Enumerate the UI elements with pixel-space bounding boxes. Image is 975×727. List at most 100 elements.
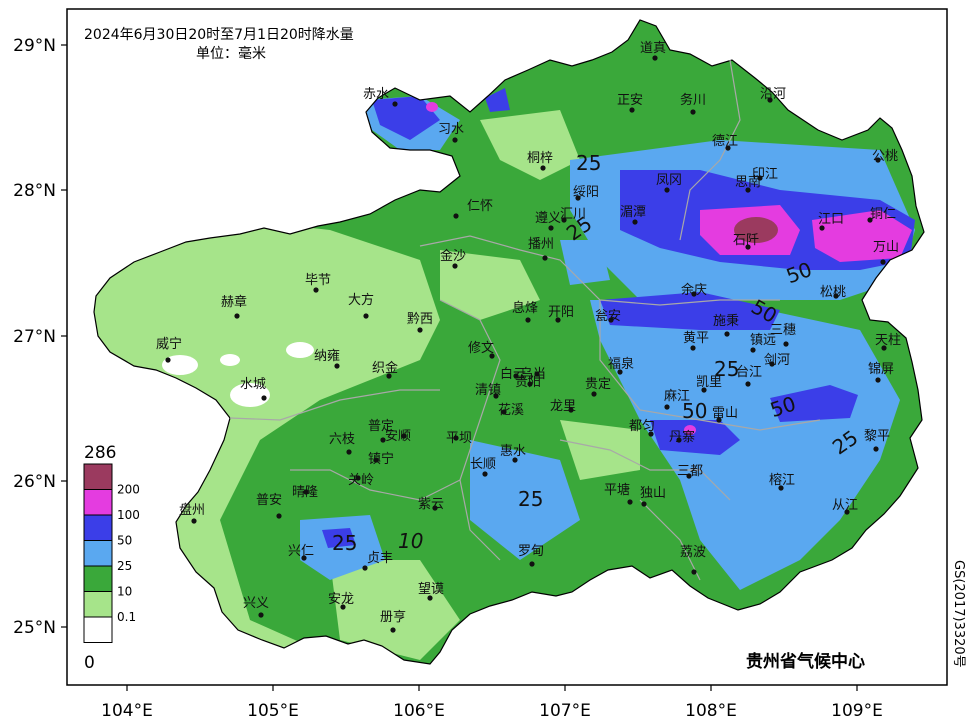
city-dot xyxy=(641,501,647,507)
city-dot xyxy=(875,157,881,163)
city-dot xyxy=(724,331,730,337)
city-label: 黎平 xyxy=(864,429,890,444)
legend-label: 0.1 xyxy=(117,610,136,624)
legend-label: 25 xyxy=(117,559,132,573)
city-label: 仁怀 xyxy=(467,199,493,214)
city-dot xyxy=(401,433,407,439)
city-label: 兴义 xyxy=(243,596,269,611)
city-dot xyxy=(778,485,784,491)
city-label: 盘州 xyxy=(179,502,205,518)
city-label: 修文 xyxy=(468,341,494,356)
city-dot xyxy=(769,361,775,367)
city-label: 大方 xyxy=(348,292,374,308)
lat-tick-26: 26°N xyxy=(13,472,56,492)
city-label: 罗甸 xyxy=(518,544,544,559)
city-dot xyxy=(627,499,633,505)
city-label: 习水 xyxy=(438,122,464,137)
city-label: 务川 xyxy=(680,92,706,108)
city-dot xyxy=(489,353,495,359)
city-label: 开阳 xyxy=(548,305,574,320)
city-label: 凤冈 xyxy=(656,173,682,188)
city-label: 望谟 xyxy=(418,581,444,597)
city-label: 清镇 xyxy=(475,383,501,398)
city-dot xyxy=(819,225,825,231)
city-label: 丹寨 xyxy=(669,429,695,445)
city-dot xyxy=(363,313,369,319)
city-dot xyxy=(527,381,533,387)
city-label: 绥阳 xyxy=(573,185,599,200)
city-dot xyxy=(664,187,670,193)
city-label: 播州 xyxy=(528,237,554,252)
legend-swatch xyxy=(83,514,113,541)
city-label: 息烽 xyxy=(512,300,538,316)
city-dot xyxy=(686,473,692,479)
city-label: 晴隆 xyxy=(292,485,318,500)
precipitation-field xyxy=(94,20,924,664)
city-dot xyxy=(392,101,398,107)
city-dot xyxy=(534,371,540,377)
axis-ticks xyxy=(61,44,858,691)
city-dot xyxy=(745,244,751,250)
city-dot xyxy=(482,471,488,477)
contour-label: 25 xyxy=(518,487,543,511)
city-label: 安龙 xyxy=(328,592,354,607)
city-dot xyxy=(873,446,879,452)
city-dot xyxy=(691,291,697,297)
city-dot xyxy=(373,457,379,463)
city-label: 镇宁 xyxy=(368,451,394,467)
legend-label: 200 xyxy=(117,483,140,497)
city-dot xyxy=(261,395,267,401)
lat-tick-27: 27°N xyxy=(13,327,56,347)
city-dot xyxy=(690,109,696,115)
city-dot xyxy=(313,287,319,293)
city-dot xyxy=(380,437,386,443)
contour-label: 25 xyxy=(332,531,357,555)
city-label: 黄平 xyxy=(683,331,709,346)
city-dot xyxy=(561,217,567,223)
city-label: 贵定 xyxy=(585,377,611,392)
city-label: 纳雍 xyxy=(314,348,340,364)
legend-label: 100 xyxy=(117,508,140,522)
city-label: 安顺 xyxy=(385,429,411,444)
city-dot xyxy=(745,381,751,387)
city-label: 乌当 xyxy=(520,366,546,382)
lon-tick-108: 108°E xyxy=(685,701,737,721)
lat-tick-29: 29°N xyxy=(13,36,56,56)
city-label: 金沙 xyxy=(440,248,466,264)
city-dot xyxy=(591,391,597,397)
contour-label: 25 xyxy=(576,151,601,175)
city-label: 毕节 xyxy=(305,273,331,288)
city-label: 施秉 xyxy=(713,313,739,329)
city-dot xyxy=(340,604,346,610)
city-label: 松桃 xyxy=(820,285,846,300)
city-label: 普定 xyxy=(368,419,394,434)
city-dot xyxy=(701,387,707,393)
city-dot xyxy=(750,347,756,353)
legend-swatch xyxy=(83,489,113,516)
city-label: 天柱 xyxy=(875,333,901,348)
city-dot xyxy=(191,518,197,524)
city-label: 桐梓 xyxy=(527,151,553,166)
city-dot xyxy=(234,313,240,319)
city-label: 正安 xyxy=(617,93,643,108)
city-label: 凯里 xyxy=(696,375,722,390)
city-label: 威宁 xyxy=(156,336,182,352)
city-dot xyxy=(691,569,697,575)
city-dot xyxy=(390,627,396,633)
city-dot xyxy=(276,513,282,519)
legend-swatch xyxy=(83,616,113,643)
city-dot xyxy=(568,407,574,413)
city-dot xyxy=(432,505,438,511)
approval-number: GS(2017)3320号 xyxy=(951,560,966,668)
legend-swatch xyxy=(83,540,113,567)
legend-colorbar: 200 100 50 25 10 0.1 xyxy=(83,463,140,643)
city-label: 雷山 xyxy=(712,406,738,421)
legend-min: 0 xyxy=(84,653,95,673)
city-label: 龙里 xyxy=(550,399,576,414)
city-dot xyxy=(301,555,307,561)
city-label: 榕江 xyxy=(769,473,795,488)
city-dot xyxy=(513,373,519,379)
city-dot xyxy=(540,165,546,171)
city-dot xyxy=(676,437,682,443)
city-label: 德江 xyxy=(712,134,738,149)
